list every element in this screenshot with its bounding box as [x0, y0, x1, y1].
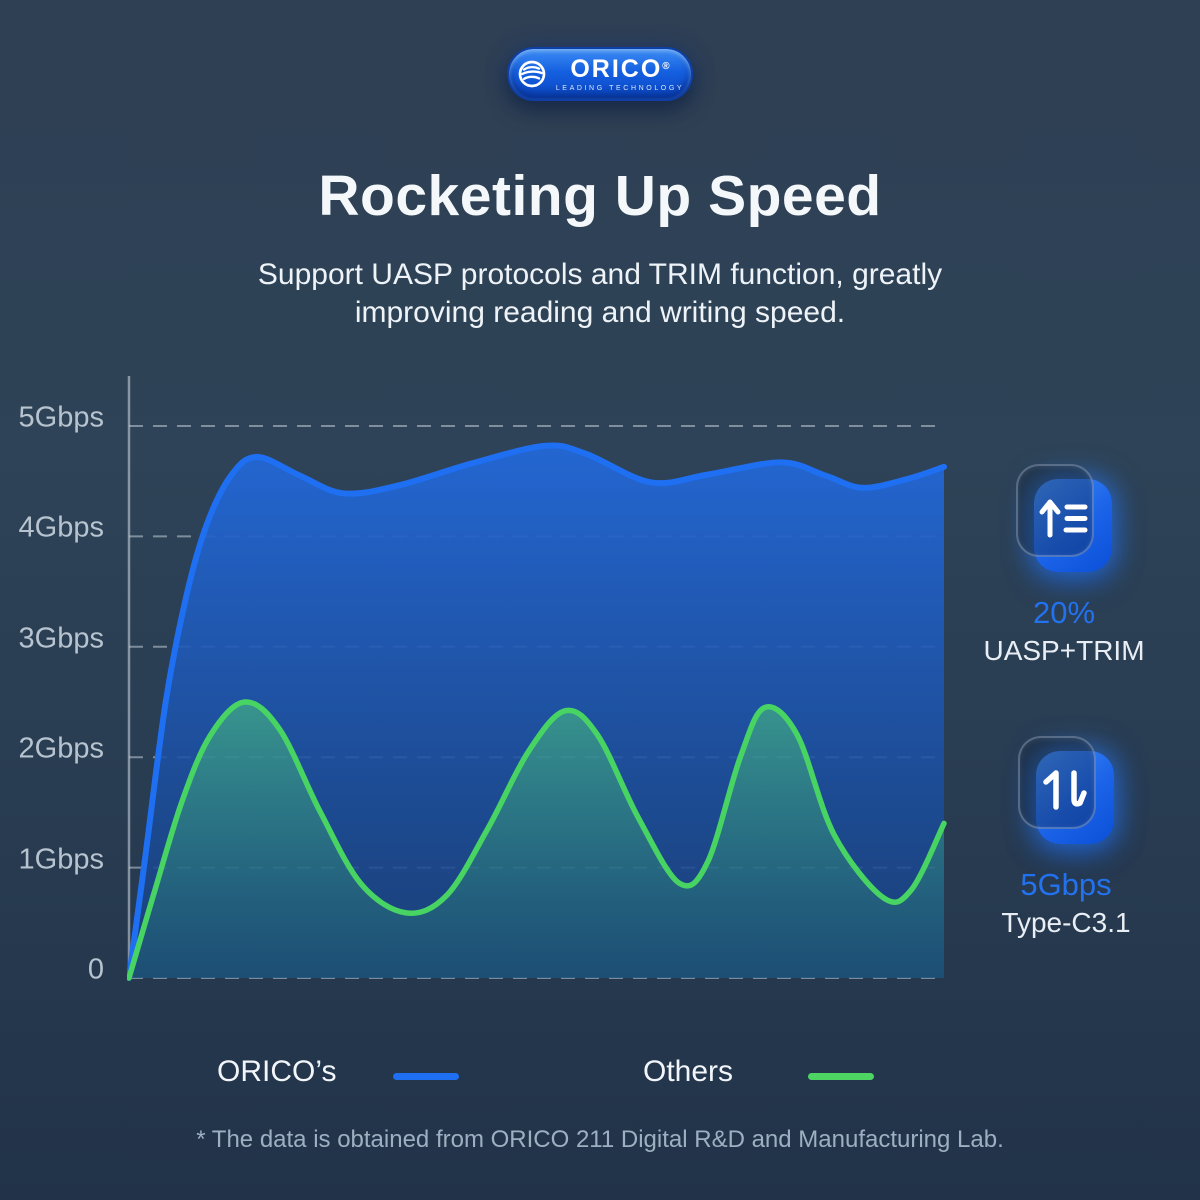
- subtitle-line-2: improving reading and writing speed.: [354, 296, 846, 329]
- legend-swatch-others: [808, 1073, 874, 1080]
- y-axis-tick-label: 1Gbps: [18, 843, 104, 876]
- series-area-others: [129, 701, 944, 978]
- highlight-label: UASP+TRIM: [983, 635, 1145, 666]
- sort-up-icon: [1039, 499, 1088, 538]
- registered-mark: ®: [662, 60, 670, 72]
- subtitle-line-1: Support UASP protocols and TRIM function…: [257, 258, 943, 291]
- highlight-uasp-trim: 20% UASP+TRIM: [982, 464, 1146, 667]
- y-axis-tick-label: 5Gbps: [18, 401, 104, 434]
- orico-swirl-icon: [518, 60, 546, 88]
- y-axis-tick-label: 3Gbps: [18, 622, 104, 655]
- uasp-icon-card: [1016, 464, 1112, 572]
- series-line-oricos: [127, 442, 947, 981]
- footer-note: * The data is obtained from ORICO 211 Di…: [196, 1126, 1004, 1153]
- page-title: Rocketing Up Speed: [318, 164, 882, 228]
- brand-tagline: LEADING TECHNOLOGY: [555, 84, 685, 92]
- highlight-type-c: 5Gbps Type-C3.1: [984, 736, 1148, 939]
- page-subtitle: Support UASP protocols and TRIM function…: [0, 256, 1200, 332]
- highlight-label: Type-C3.1: [1001, 907, 1131, 938]
- typec-icon-card: [1018, 736, 1114, 844]
- brand-name: ORICO®: [570, 54, 670, 83]
- y-axis-tick-label: 4Gbps: [18, 511, 104, 544]
- y-axis-tick-label: 2Gbps: [18, 732, 104, 765]
- legend-label-others: Others: [643, 1055, 734, 1088]
- series-line-others: [127, 699, 947, 981]
- legend-swatch-oricos: [393, 1073, 459, 1080]
- orico-logo: ORICO® LEADING TECHNOLOGY: [507, 47, 693, 101]
- highlight-value: 5Gbps: [1020, 867, 1112, 902]
- y-axis-tick-label: 0: [87, 953, 104, 986]
- orico-logo-text: ORICO® LEADING TECHNOLOGY: [555, 54, 685, 92]
- transfer-icon: [1043, 770, 1087, 810]
- highlight-value: 20%: [1032, 595, 1096, 630]
- icon-card-glass-layer: [1018, 736, 1096, 829]
- legend-label-oricos: ORICO’s: [217, 1055, 337, 1088]
